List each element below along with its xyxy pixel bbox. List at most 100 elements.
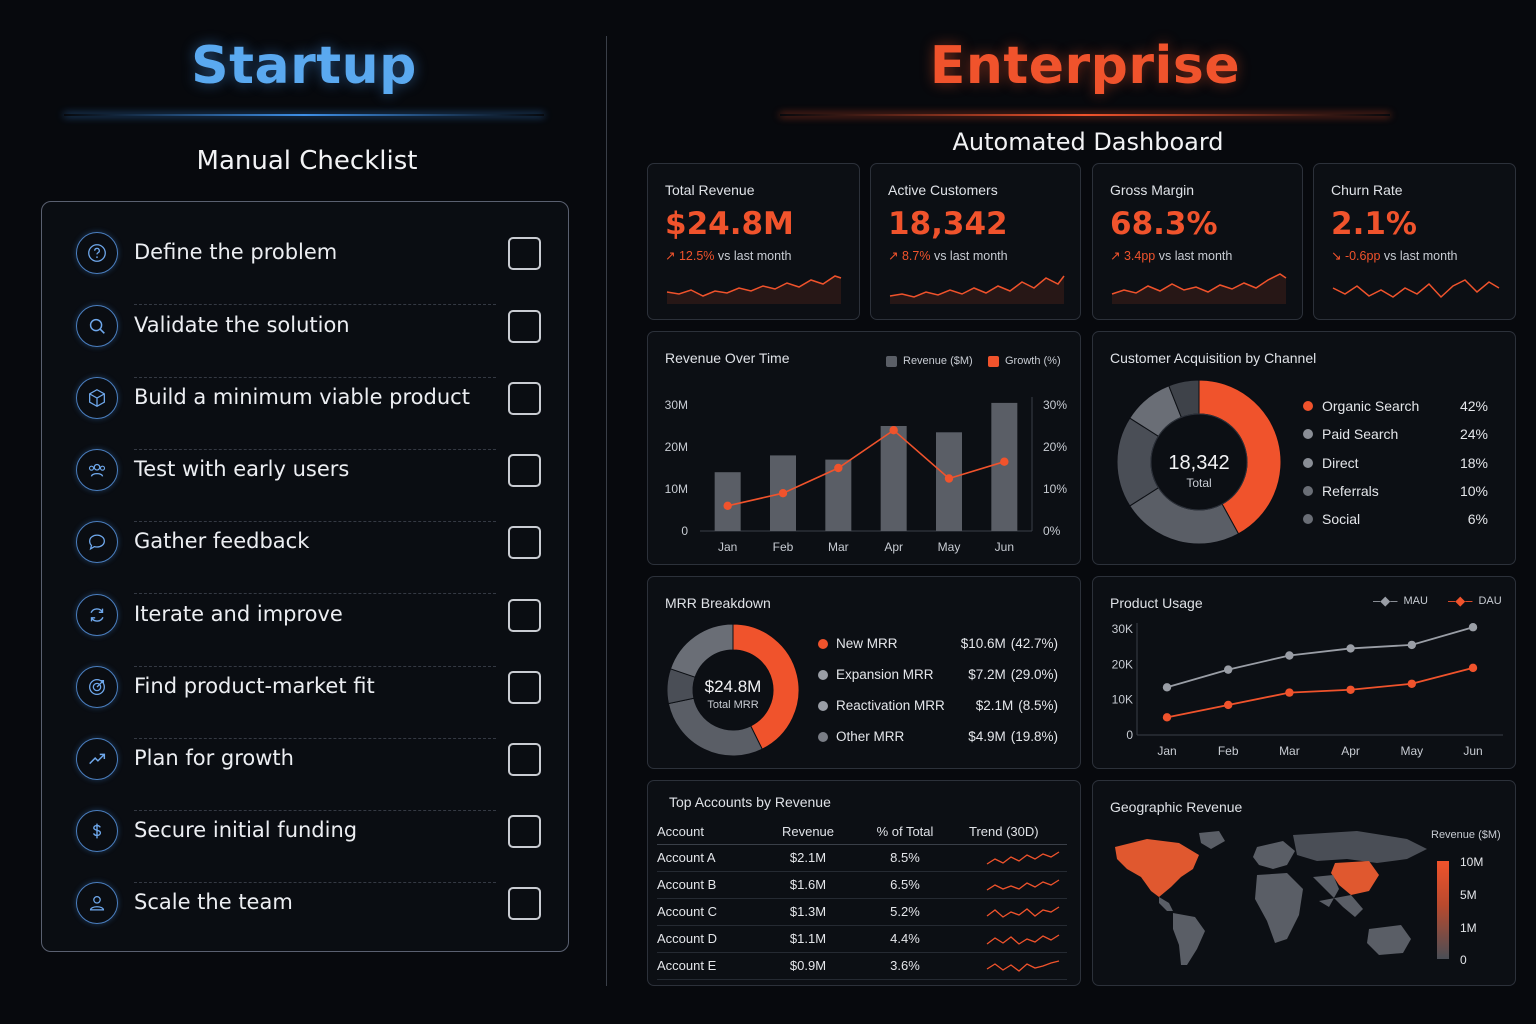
legend-label: MAU bbox=[1403, 595, 1428, 607]
series-point bbox=[1346, 644, 1355, 653]
series-point bbox=[1407, 679, 1416, 688]
account-percent: 5.2% bbox=[841, 898, 969, 926]
person-icon bbox=[76, 882, 118, 924]
kpi-card-active-customers[interactable]: Active Customers 18,342 ↗ 8.7% vs last m… bbox=[870, 163, 1081, 320]
checklist-item[interactable]: Build a minimum viable product bbox=[42, 365, 570, 450]
map-europe bbox=[1253, 841, 1295, 869]
enterprise-title: Enterprise bbox=[929, 36, 1241, 96]
legend-item: Referrals 10% bbox=[1303, 483, 1488, 499]
top-accounts-card: Top Accounts by Revenue Account Revenue … bbox=[647, 780, 1081, 986]
donut-center-label: Total bbox=[1186, 476, 1211, 490]
manual-checklist-panel: Define the problem Validate the solution B… bbox=[41, 201, 569, 952]
table-row[interactable]: Account D $1.1M 4.4% bbox=[657, 925, 1067, 953]
account-trend bbox=[969, 952, 1067, 980]
checklist-item[interactable]: Gather feedback bbox=[42, 509, 570, 594]
checklist-checkbox[interactable] bbox=[508, 743, 541, 776]
checklist-item[interactable]: Validate the solution bbox=[42, 293, 570, 378]
account-name: Account E bbox=[657, 952, 775, 980]
table-row[interactable]: Account E $0.9M 3.6% bbox=[657, 952, 1067, 980]
checklist-checkbox[interactable] bbox=[508, 382, 541, 415]
kpi-card-gross-margin[interactable]: Gross Margin 68.3% ↗ 3.4pp vs last month bbox=[1092, 163, 1303, 320]
checklist-checkbox[interactable] bbox=[508, 599, 541, 632]
x-tick-label: Feb bbox=[773, 540, 794, 554]
map-title: Geographic Revenue bbox=[1110, 799, 1243, 815]
series-point bbox=[1224, 665, 1233, 674]
dashboard-subtitle: Automated Dashboard bbox=[952, 128, 1224, 156]
legend-label: New MRR bbox=[836, 636, 898, 651]
legend-item: Paid Search 24% bbox=[1303, 426, 1488, 442]
geographic-revenue-card: Geographic Revenue Revenue ($M) 10M 5M 1… bbox=[1092, 780, 1516, 986]
map-greenland bbox=[1199, 831, 1225, 849]
checklist-checkbox[interactable] bbox=[508, 237, 541, 270]
account-revenue: $1.1M bbox=[775, 925, 841, 953]
kpi-value: 68.3% bbox=[1110, 206, 1218, 242]
map-legend-tick: 0 bbox=[1460, 953, 1467, 967]
x-tick-label: Apr bbox=[884, 540, 903, 554]
map-legend-tick: 1M bbox=[1460, 921, 1477, 935]
table-row[interactable]: Account A $2.1M 8.5% bbox=[657, 844, 1067, 872]
world-map bbox=[1115, 831, 1427, 965]
map-legend-tick: 10M bbox=[1460, 855, 1484, 869]
checklist-item[interactable]: Iterate and improve bbox=[42, 582, 570, 667]
product-usage-card: Product Usage ‒◆‒ MAU ‒◆‒ DAU 30K 20K 10K 0 Ja… bbox=[1092, 576, 1516, 769]
legend-dot bbox=[1303, 457, 1313, 468]
checklist-item[interactable]: Scale the team bbox=[42, 870, 570, 942]
x-tick-label: Mar bbox=[1279, 744, 1300, 758]
target-icon-glyph bbox=[89, 679, 105, 695]
y-tick-right: 20% bbox=[1043, 440, 1067, 454]
legend-amount: $2.1M bbox=[975, 698, 1014, 713]
table-header-row: Account Revenue % of Total Trend (30D) bbox=[657, 819, 1067, 845]
checklist-item[interactable]: Test with early users bbox=[42, 437, 570, 522]
y-tick-right: 30% bbox=[1043, 398, 1067, 412]
kpi-delta-suffix: vs last month bbox=[933, 249, 1008, 263]
legend-dot bbox=[1303, 401, 1313, 411]
legend-dot bbox=[1303, 429, 1313, 440]
checklist-divider bbox=[134, 377, 496, 378]
checklist-item[interactable]: Define the problem bbox=[42, 220, 570, 305]
checklist-divider bbox=[134, 738, 496, 739]
checklist-item-label: Find product-market fit bbox=[134, 674, 375, 698]
legend-revenue: Revenue ($M) bbox=[886, 355, 973, 367]
kpi-delta-suffix: vs last month bbox=[1383, 249, 1458, 263]
y-tick-right: 0% bbox=[1043, 524, 1061, 538]
kpi-delta: ↗ 8.7% vs last month bbox=[888, 248, 1008, 263]
checklist-checkbox[interactable] bbox=[508, 454, 541, 487]
account-name: Account A bbox=[657, 844, 775, 872]
kpi-value: 2.1% bbox=[1331, 206, 1417, 242]
account-percent: 6.5% bbox=[841, 871, 969, 899]
table-row[interactable]: Account C $1.3M 5.2% bbox=[657, 898, 1067, 926]
table-row[interactable]: Account B $1.6M 6.5% bbox=[657, 871, 1067, 899]
x-tick-label: Feb bbox=[1218, 744, 1239, 758]
checklist-checkbox[interactable] bbox=[508, 887, 541, 920]
chat-bubble-icon bbox=[76, 521, 118, 563]
mrr-breakdown-card: MRR Breakdown $24.8M Total MRR New MRR $10… bbox=[647, 576, 1081, 769]
legend-label: Social bbox=[1322, 511, 1361, 528]
growth-point bbox=[889, 426, 898, 435]
question-icon bbox=[76, 232, 118, 274]
trend-up-icon bbox=[76, 738, 118, 780]
revenue-bar bbox=[991, 402, 1018, 531]
map-china bbox=[1331, 861, 1379, 895]
kpi-card-churn-rate[interactable]: Churn Rate 2.1% ↘ -0.6pp vs last month bbox=[1313, 163, 1516, 320]
trend-sparkline bbox=[986, 850, 1060, 865]
account-trend bbox=[969, 898, 1067, 926]
checklist-checkbox[interactable] bbox=[508, 310, 541, 343]
checklist-item[interactable]: Plan for growth bbox=[42, 726, 570, 811]
growth-point bbox=[944, 474, 954, 483]
x-tick-label: Jun bbox=[1463, 744, 1482, 758]
kpi-card-total-revenue[interactable]: Total Revenue $24.8M ↗ 12.5% vs last mon… bbox=[647, 163, 860, 320]
checklist-checkbox[interactable] bbox=[508, 526, 541, 559]
legend-swatch bbox=[886, 355, 897, 367]
checklist-divider bbox=[134, 593, 496, 594]
kpi-value: 18,342 bbox=[888, 206, 1008, 242]
checklist-item[interactable]: Find product-market fit bbox=[42, 654, 570, 739]
legend-percent: (8.5%) bbox=[1018, 698, 1058, 713]
checklist-checkbox[interactable] bbox=[508, 671, 541, 704]
legend-dot bbox=[818, 700, 828, 711]
checklist-item-label: Iterate and improve bbox=[134, 602, 343, 626]
checklist-checkbox[interactable] bbox=[508, 815, 541, 848]
growth-point bbox=[778, 489, 788, 498]
checklist-item[interactable]: Secure initial funding bbox=[42, 798, 570, 883]
legend-dot bbox=[818, 731, 828, 742]
search-icon bbox=[76, 305, 118, 347]
